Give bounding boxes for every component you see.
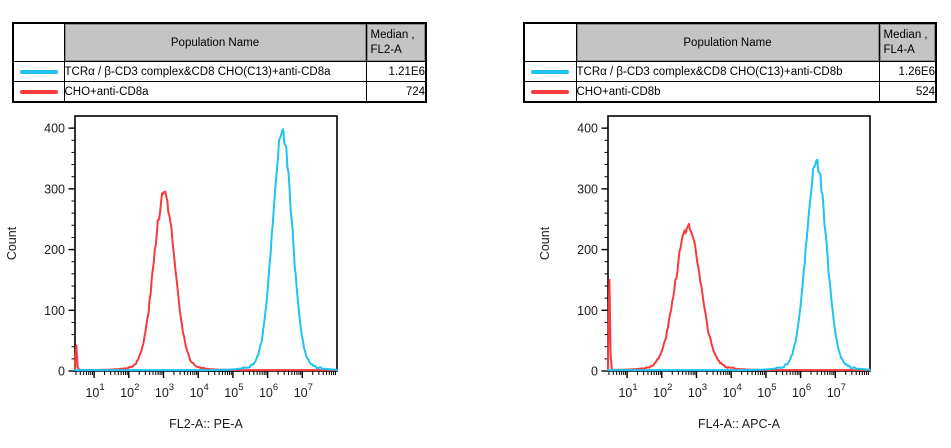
- x-tick-label: 105: [224, 382, 243, 400]
- median-header-line1: Median ,: [883, 28, 928, 41]
- y-tick-label: 0: [591, 365, 598, 379]
- y-tick-label: 200: [577, 243, 598, 257]
- median-value: 524: [878, 81, 937, 103]
- y-tick-label: 400: [577, 122, 598, 136]
- x-tick-label: 107: [294, 382, 313, 400]
- table-header-row: Population Name Median , FL2-A: [12, 22, 427, 62]
- population-name: CHO+anti-CD8b: [575, 81, 880, 103]
- swatch-cell: [12, 61, 65, 82]
- median-header-line2: FL4-A: [883, 43, 915, 56]
- x-tick-label: 106: [792, 382, 811, 400]
- series-swatch-cyan: [531, 69, 570, 74]
- series-swatch-red: [531, 89, 570, 94]
- table-header-row: Population Name Median , FL4-A: [523, 22, 937, 62]
- swatch-header-cell: [523, 22, 577, 62]
- series-swatch-cyan: [19, 69, 58, 74]
- population-name-header: Population Name: [65, 24, 365, 61]
- x-tick-label: 103: [688, 382, 707, 400]
- table-row: CHO+anti-CD8b 524: [523, 81, 937, 103]
- stats-table-fl4-wrapper: Population Name Median , FL4-A TCRα / β-…: [523, 22, 937, 103]
- histogram-curve-red: [74, 190, 338, 372]
- median-header: Median , FL2-A: [367, 24, 425, 61]
- histogram-plot-fl2: 0 100 200 300 400 101 102 103 104 105 106 107 FL2-A:…: [5, 115, 338, 431]
- median-value: 1.26E6: [878, 61, 937, 82]
- x-tick-label: 104: [723, 382, 742, 400]
- y-tick-label: 300: [44, 182, 65, 196]
- table-row: TCRα / β-CD3 complex&CD8 CHO(C13)+anti-C…: [12, 61, 427, 82]
- x-tick-label: 106: [259, 382, 278, 400]
- median-header-line2: FL2-A: [370, 43, 402, 56]
- x-tick-label: 102: [120, 382, 139, 400]
- swatch-cell: [523, 61, 577, 82]
- y-tick-label: 0: [58, 365, 65, 379]
- x-tick-label: 105: [757, 382, 776, 400]
- swatch-cell: [523, 81, 577, 103]
- median-header-cell: Median , FL2-A: [365, 22, 427, 62]
- swatch-cell: [12, 81, 65, 103]
- histogram-curve-cyan: [607, 158, 871, 372]
- table-row: CHO+anti-CD8a 724: [12, 81, 427, 103]
- x-axis-label: FL4-A:: APC-A: [698, 417, 781, 431]
- x-tick-label: 101: [85, 382, 104, 400]
- population-name-header: Population Name: [577, 24, 878, 61]
- x-tick-label: 101: [618, 382, 637, 400]
- median-header-cell: Median , FL4-A: [878, 22, 937, 62]
- y-axis-label: Count: [538, 226, 552, 260]
- stats-table-fl2: Population Name Median , FL2-A TCRα / β-…: [12, 22, 427, 103]
- y-tick-label: 100: [44, 304, 65, 318]
- histogram-curve-cyan: [74, 128, 338, 372]
- median-value: 724: [365, 81, 427, 103]
- y-axis-label: Count: [5, 226, 19, 260]
- stats-table-fl2-wrapper: Population Name Median , FL2-A TCRα / β-…: [12, 22, 427, 103]
- y-tick-label: 300: [577, 182, 598, 196]
- population-name: TCRα / β-CD3 complex&CD8 CHO(C13)+anti-C…: [63, 61, 367, 82]
- x-tick-label: 107: [827, 382, 846, 400]
- y-tick-label: 400: [44, 122, 65, 136]
- table-row: TCRα / β-CD3 complex&CD8 CHO(C13)+anti-C…: [523, 61, 937, 82]
- population-name-header-cell: Population Name: [63, 22, 367, 62]
- x-tick-label: 102: [653, 382, 672, 400]
- median-value: 1.21E6: [365, 61, 427, 82]
- stats-table-fl4: Population Name Median , FL4-A TCRα / β-…: [523, 22, 937, 103]
- y-tick-label: 200: [44, 243, 65, 257]
- series-swatch-red: [19, 89, 58, 94]
- population-name: CHO+anti-CD8a: [63, 81, 367, 103]
- median-header-line1: Median ,: [370, 28, 415, 41]
- plot-frame: [74, 115, 338, 372]
- swatch-header-cell: [12, 22, 65, 62]
- y-tick-label: 100: [577, 304, 598, 318]
- x-tick-label: 104: [190, 382, 209, 400]
- population-name-header-cell: Population Name: [575, 22, 880, 62]
- x-axis-label: FL2-A:: PE-A: [169, 417, 243, 431]
- histogram-plot-fl4: 0 100 200 300 400 101 102 103 104 105 106 107 FL4-A:…: [538, 115, 871, 431]
- median-header: Median , FL4-A: [880, 24, 935, 61]
- population-name: TCRα / β-CD3 complex&CD8 CHO(C13)+anti-C…: [575, 61, 880, 82]
- x-tick-label: 103: [155, 382, 174, 400]
- plot-frame: [607, 115, 871, 372]
